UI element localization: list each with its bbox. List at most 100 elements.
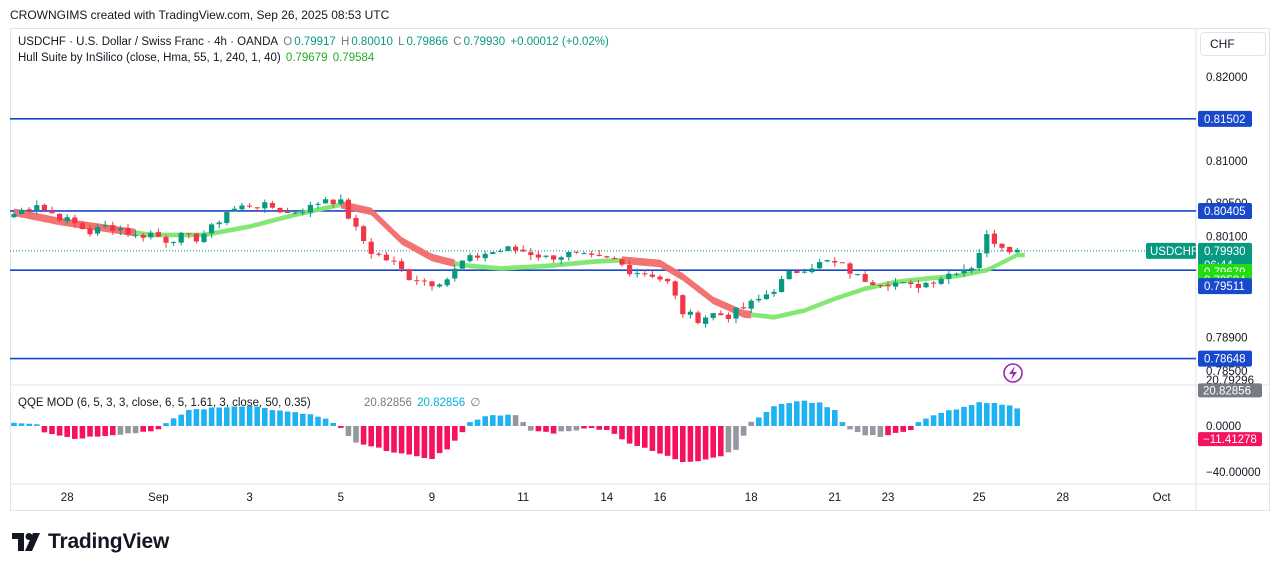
tradingview-logo[interactable]: TradingView xyxy=(12,530,169,554)
qqe-bar[interactable] xyxy=(26,423,32,426)
qqe-bar[interactable] xyxy=(406,426,412,455)
candle[interactable] xyxy=(946,273,952,280)
qqe-bar[interactable] xyxy=(338,426,344,428)
qqe-bar[interactable] xyxy=(930,415,937,426)
candle[interactable] xyxy=(900,282,906,284)
qqe-bar[interactable] xyxy=(786,403,792,426)
candle[interactable] xyxy=(292,212,298,214)
candle[interactable] xyxy=(558,257,564,260)
qqe-bar[interactable] xyxy=(626,426,633,444)
candle[interactable] xyxy=(133,235,139,237)
qqe-bar[interactable] xyxy=(201,409,207,426)
candle[interactable] xyxy=(277,207,283,213)
qqe-bar[interactable] xyxy=(999,404,1005,426)
qqe-bar[interactable] xyxy=(246,405,253,426)
candle[interactable] xyxy=(307,204,313,213)
candle[interactable] xyxy=(756,298,762,301)
qqe-bar[interactable] xyxy=(862,426,868,436)
qqe-bar[interactable] xyxy=(482,416,488,426)
candle[interactable] xyxy=(665,278,671,282)
candle[interactable] xyxy=(490,252,496,254)
qqe-bar[interactable] xyxy=(64,426,70,437)
candle[interactable] xyxy=(915,283,921,288)
qqe-bar[interactable] xyxy=(748,421,754,426)
hull-band-up[interactable] xyxy=(454,257,622,271)
qqe-bar[interactable] xyxy=(11,422,17,426)
qqe-bar[interactable] xyxy=(756,417,762,426)
candle[interactable] xyxy=(414,280,420,282)
qqe-bar[interactable] xyxy=(870,426,876,436)
qqe-bar[interactable] xyxy=(611,426,618,434)
candle[interactable] xyxy=(163,236,169,243)
candle[interactable] xyxy=(87,228,93,235)
candle[interactable] xyxy=(687,311,693,315)
qqe-bar[interactable] xyxy=(604,426,610,430)
candle[interactable] xyxy=(976,253,982,269)
candle[interactable] xyxy=(984,234,990,254)
qqe-bar[interactable] xyxy=(49,426,55,435)
candle[interactable] xyxy=(300,212,306,214)
candle[interactable] xyxy=(482,253,488,259)
candle[interactable] xyxy=(657,276,663,280)
qqe-bar[interactable] xyxy=(573,426,580,431)
candle[interactable] xyxy=(703,317,709,324)
qqe-bar[interactable] xyxy=(816,402,823,426)
qqe-bar[interactable] xyxy=(923,418,929,426)
qqe-bar[interactable] xyxy=(140,426,146,432)
qqe-bar[interactable] xyxy=(710,426,716,458)
qqe-bar[interactable] xyxy=(877,426,884,437)
candle[interactable] xyxy=(763,294,769,300)
qqe-bar[interactable] xyxy=(148,426,154,432)
candle[interactable] xyxy=(733,307,739,319)
candle[interactable] xyxy=(748,300,754,309)
candle[interactable] xyxy=(110,225,116,231)
candle[interactable] xyxy=(581,253,587,255)
qqe-bar[interactable] xyxy=(254,406,260,426)
candle[interactable] xyxy=(870,282,876,286)
candle[interactable] xyxy=(239,205,245,210)
qqe-bar[interactable] xyxy=(528,426,534,431)
qqe-bar[interactable] xyxy=(360,426,367,445)
candle[interactable] xyxy=(573,251,579,253)
candle[interactable] xyxy=(155,232,161,237)
candle[interactable] xyxy=(847,263,853,274)
candle[interactable] xyxy=(475,255,481,258)
candle[interactable] xyxy=(695,312,701,324)
candle[interactable] xyxy=(953,273,959,275)
candle[interactable] xyxy=(323,199,329,204)
candle[interactable] xyxy=(969,268,975,270)
qqe-bar[interactable] xyxy=(854,426,861,433)
qqe-bar[interactable] xyxy=(596,426,602,430)
qqe-bar[interactable] xyxy=(239,406,245,426)
qqe-bar[interactable] xyxy=(155,426,162,430)
qqe-bar[interactable] xyxy=(429,426,435,459)
qqe-bar[interactable] xyxy=(102,426,108,436)
qqe-bar[interactable] xyxy=(558,426,564,432)
candle[interactable] xyxy=(64,217,70,222)
qqe-bar[interactable] xyxy=(444,426,450,450)
qqe-bar[interactable] xyxy=(588,426,595,429)
candle[interactable] xyxy=(725,314,731,320)
candle[interactable] xyxy=(429,281,435,287)
hull-band-up[interactable] xyxy=(751,252,1025,320)
qqe-bar[interactable] xyxy=(467,422,473,426)
qqe-bar[interactable] xyxy=(34,424,40,426)
qqe-bar[interactable] xyxy=(543,426,549,432)
candle[interactable] xyxy=(604,256,610,258)
qqe-bar[interactable] xyxy=(634,426,640,446)
candle[interactable] xyxy=(11,214,17,218)
candle[interactable] xyxy=(79,223,85,229)
candle[interactable] xyxy=(877,285,883,287)
qqe-bar[interactable] xyxy=(733,426,739,450)
qqe-bar[interactable] xyxy=(474,419,481,426)
candle[interactable] xyxy=(809,268,815,273)
qqe-bar[interactable] xyxy=(832,410,838,426)
candle[interactable] xyxy=(589,253,595,255)
candle[interactable] xyxy=(72,217,78,224)
qqe-bar[interactable] xyxy=(535,426,542,432)
qqe-bar[interactable] xyxy=(938,412,944,426)
qqe-bar[interactable] xyxy=(801,400,808,426)
candle[interactable] xyxy=(513,246,519,251)
qqe-bar[interactable] xyxy=(307,414,314,426)
